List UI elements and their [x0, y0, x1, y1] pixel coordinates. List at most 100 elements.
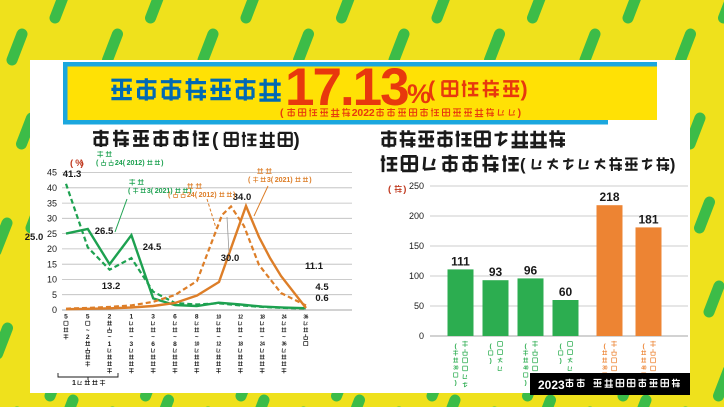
svg-text:2: 2	[163, 187, 167, 195]
svg-text:4: 4	[119, 159, 123, 167]
svg-text:15: 15	[47, 259, 57, 269]
svg-text:~: ~	[195, 334, 199, 341]
svg-text:(: (	[151, 187, 154, 195]
svg-text:(: (	[388, 184, 392, 195]
svg-text:13.2: 13.2	[102, 281, 121, 292]
svg-text:2: 2	[115, 159, 119, 167]
svg-text:(: (	[642, 343, 645, 350]
svg-text:~: ~	[282, 334, 286, 341]
svg-text:): )	[170, 187, 173, 195]
svg-text:2: 2	[352, 108, 358, 119]
svg-text:~: ~	[217, 334, 221, 341]
svg-text:2: 2	[127, 159, 131, 167]
svg-text:36: 36	[303, 315, 308, 321]
svg-text:~: ~	[260, 334, 264, 341]
svg-text:1: 1	[129, 314, 133, 321]
svg-text:0: 0	[419, 331, 424, 341]
svg-text:~: ~	[129, 334, 133, 341]
svg-text:1: 1	[166, 187, 170, 195]
svg-text:200: 200	[409, 211, 424, 221]
svg-text:11.1: 11.1	[305, 261, 324, 272]
svg-text:(: (	[128, 187, 131, 195]
svg-text:30.0: 30.0	[221, 253, 240, 264]
svg-text:): )	[233, 191, 236, 199]
svg-text:): )	[454, 380, 456, 387]
svg-text:(: (	[603, 343, 606, 350]
svg-text:26.5: 26.5	[95, 226, 114, 237]
svg-text:): )	[189, 187, 192, 195]
svg-text:1: 1	[72, 378, 76, 387]
svg-text:(: (	[271, 176, 274, 184]
svg-text:%: %	[75, 158, 84, 169]
svg-text:111: 111	[451, 254, 470, 268]
svg-text:10: 10	[47, 275, 57, 285]
svg-text:218: 218	[599, 190, 619, 204]
svg-text:0: 0	[52, 305, 57, 315]
svg-text:(: (	[168, 191, 171, 199]
svg-text:~: ~	[86, 327, 90, 334]
svg-text:4: 4	[191, 191, 195, 199]
svg-text:100: 100	[409, 271, 424, 281]
svg-text:8: 8	[173, 341, 177, 348]
svg-text:12: 12	[216, 342, 221, 348]
svg-text:40: 40	[641, 366, 646, 372]
svg-text:30: 30	[602, 366, 607, 372]
svg-text:2: 2	[138, 159, 142, 167]
svg-text:30: 30	[47, 214, 57, 224]
svg-text:40: 40	[47, 183, 57, 193]
svg-text:0: 0	[131, 159, 135, 167]
svg-text:30: 30	[453, 366, 458, 372]
svg-text:(: (	[520, 155, 526, 174]
svg-text:1: 1	[206, 191, 210, 199]
svg-text:17.13: 17.13	[285, 58, 408, 117]
svg-text:(: (	[123, 159, 126, 167]
svg-text:): )	[670, 155, 676, 174]
svg-text:5: 5	[86, 314, 90, 321]
svg-text:): )	[521, 77, 528, 101]
svg-text:40: 40	[523, 366, 528, 372]
svg-text:): )	[290, 176, 293, 184]
svg-text:(: (	[559, 343, 562, 350]
svg-text:2: 2	[108, 314, 112, 321]
svg-text:2: 2	[199, 191, 203, 199]
svg-text:): )	[403, 184, 406, 195]
svg-text:25.0: 25.0	[25, 232, 44, 243]
svg-text:1: 1	[286, 176, 290, 184]
svg-text:~: ~	[173, 334, 177, 341]
svg-text:0.6: 0.6	[315, 293, 328, 304]
svg-text:2: 2	[363, 108, 369, 119]
svg-text:4.5: 4.5	[315, 282, 329, 293]
svg-text:25: 25	[47, 229, 57, 239]
svg-text:24.5: 24.5	[143, 242, 162, 253]
svg-text:(: (	[489, 343, 492, 350]
svg-text:8: 8	[195, 314, 199, 321]
svg-text:(: (	[428, 77, 436, 101]
svg-text:3: 3	[267, 176, 271, 184]
svg-text:60: 60	[559, 285, 573, 299]
svg-text:0: 0	[279, 176, 283, 184]
svg-text:2: 2	[283, 176, 287, 184]
svg-text:(: (	[195, 191, 198, 199]
svg-text:2: 2	[275, 176, 279, 184]
svg-text:): )	[142, 159, 145, 167]
svg-text:2: 2	[369, 108, 375, 119]
svg-text:2: 2	[210, 191, 214, 199]
svg-text:(: (	[280, 108, 284, 119]
svg-text:20: 20	[47, 244, 57, 254]
svg-text:): )	[559, 358, 561, 365]
svg-text:): )	[80, 158, 83, 169]
svg-text:0: 0	[203, 191, 207, 199]
svg-text:181: 181	[638, 212, 658, 226]
svg-text:): )	[518, 108, 521, 119]
svg-text:(: (	[454, 343, 457, 350]
svg-text:45: 45	[47, 168, 57, 178]
svg-text:): )	[161, 159, 164, 167]
svg-text:2: 2	[187, 191, 191, 199]
svg-text:%: %	[407, 79, 431, 109]
svg-text:6: 6	[173, 314, 177, 321]
svg-text:18: 18	[260, 315, 265, 321]
svg-text:2: 2	[155, 187, 159, 195]
svg-text:): )	[309, 176, 312, 184]
svg-text:(: (	[248, 176, 251, 184]
svg-text:1: 1	[108, 341, 112, 348]
